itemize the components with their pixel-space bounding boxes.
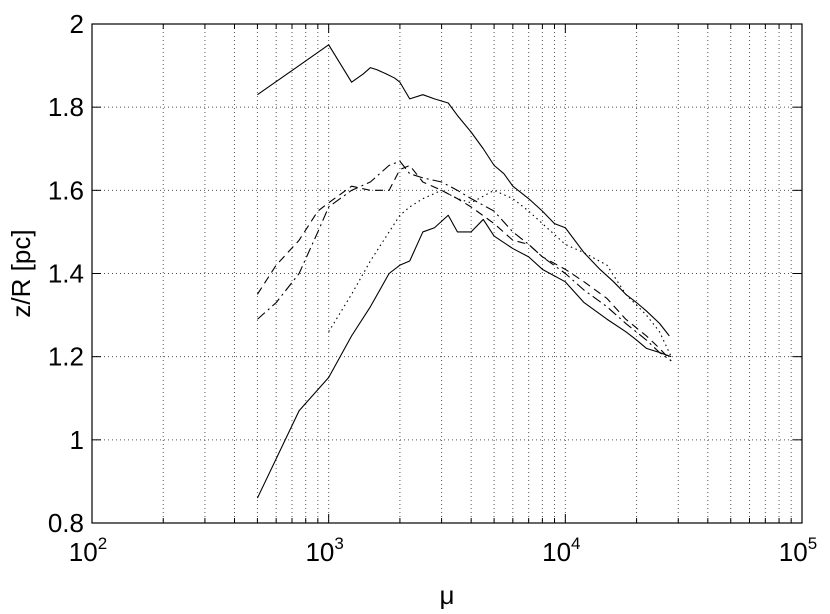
x-tick-label-base: 10 — [305, 537, 334, 567]
y-tick-label: 1.4 — [48, 259, 84, 289]
x-tick-label-base: 10 — [542, 537, 571, 567]
series-group — [256, 44, 672, 499]
x-tick-label: 102 — [69, 534, 107, 567]
series-line-3 — [256, 164, 672, 362]
x-tick-label-exponent: 5 — [808, 534, 817, 553]
y-axis-title: z/R [pc] — [6, 229, 36, 317]
x-tick-label: 103 — [305, 534, 343, 567]
series-line-1 — [257, 44, 670, 337]
x-tick-label-exponent: 4 — [571, 534, 580, 553]
grid — [92, 24, 802, 523]
x-tick-label: 104 — [542, 534, 580, 567]
ticks — [91, 23, 802, 524]
y-tick-label: 2 — [70, 9, 84, 39]
x-tick-label-base: 10 — [779, 537, 808, 567]
y-tick-label: 1 — [70, 425, 84, 455]
x-tick-label-exponent: 2 — [98, 534, 107, 553]
plot-frame — [91, 23, 803, 524]
x-tick-label: 105 — [779, 534, 817, 567]
x-axis-title: μ — [440, 580, 455, 610]
series-line-2 — [256, 214, 672, 499]
y-tick-label: 1.6 — [48, 175, 84, 205]
series-line-4 — [257, 160, 672, 362]
x-tick-label-base: 10 — [69, 537, 98, 567]
y-tick-label: 1.8 — [48, 92, 84, 122]
y-tick-label: 0.8 — [48, 508, 84, 538]
x-tick-label-exponent: 3 — [334, 534, 343, 553]
y-tick-label: 1.2 — [48, 342, 84, 372]
